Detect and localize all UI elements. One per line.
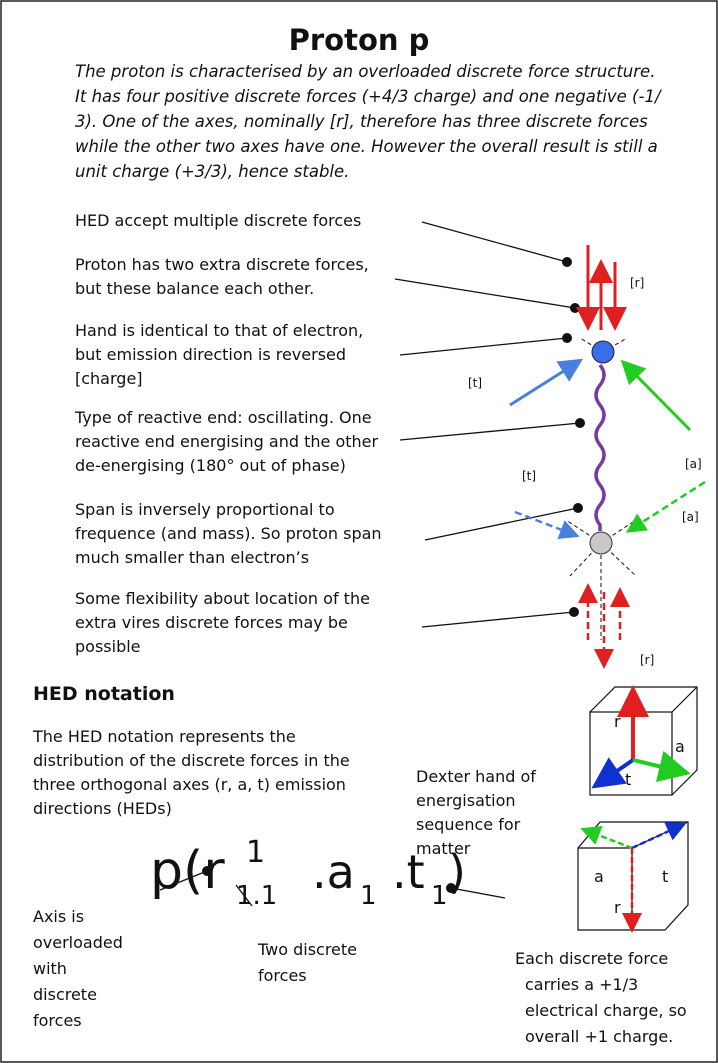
formula-part: 1.1	[236, 881, 277, 911]
intro-line: The proton is characterised by an overlo…	[75, 62, 655, 81]
annotation-line: HED accept multiple discrete forces	[75, 211, 361, 230]
formula-part: 1	[360, 881, 377, 911]
intro-line: unit charge (+3/3), hence stable.	[75, 162, 349, 181]
annotation-line: de-energising (180° out of phase)	[75, 456, 346, 475]
annotation-line: Span is inversely proportional to	[75, 500, 335, 519]
annotation-line: extra vires discrete forces may be	[75, 613, 348, 632]
axis-label: [a]	[682, 510, 699, 524]
formula-part: .a	[312, 845, 355, 899]
note-line: forces	[258, 966, 307, 985]
cube-label: a	[594, 867, 604, 886]
cube-label: t	[662, 867, 668, 886]
annotation-line: but emission direction is reversed	[75, 345, 346, 364]
note-line: overloaded	[33, 933, 123, 952]
cube-label: r	[614, 898, 621, 917]
axis-label: [r]	[640, 653, 654, 667]
annotation-line: but these balance each other.	[75, 279, 314, 298]
cubes	[577, 685, 698, 933]
dexter-line: matter	[416, 839, 471, 858]
section-heading: HED notation	[33, 683, 175, 705]
formula-part: p(r	[150, 841, 225, 901]
notation-line: three orthogonal axes (r, a, t) emission	[33, 775, 346, 794]
title: Proton p	[289, 23, 430, 57]
axis-label: [a]	[685, 457, 702, 471]
note-line: with	[33, 959, 67, 978]
dexter-line: Dexter hand of	[416, 767, 536, 786]
notation-line: The HED notation represents the	[32, 727, 296, 746]
axis-label: [r]	[630, 276, 644, 290]
notation-line: directions (HEDs)	[33, 799, 172, 818]
formula-part: 1	[246, 835, 265, 870]
note-line: Axis is	[33, 907, 84, 926]
annotation-line: reactive end energising and the other	[75, 432, 378, 451]
formula-part: )	[448, 845, 466, 899]
intro-line: 3). One of the axes, nominally [r], ther…	[75, 112, 648, 131]
annotation-line: [charge]	[75, 369, 143, 388]
cube-label: t	[625, 770, 631, 789]
hed-diagram	[509, 245, 706, 669]
cube-label: a	[675, 737, 685, 756]
note-line: electrical charge, so	[525, 1001, 687, 1020]
annotation-line: possible	[75, 637, 141, 656]
annotation-line: much smaller than electron’s	[75, 548, 309, 567]
note-line: carries a +1/3	[525, 975, 638, 994]
dexter-line: sequence for	[416, 815, 521, 834]
annotation-line: Hand is identical to that of electron,	[75, 321, 363, 340]
formula-part: 1	[431, 881, 448, 911]
note-line: Each discrete force	[515, 949, 668, 968]
note-line: forces	[33, 1011, 82, 1030]
dexter-line: energisation	[416, 791, 516, 810]
annotation-line: frequence (and mass). So proton span	[75, 524, 382, 543]
axis-label: [t]	[522, 469, 536, 483]
intro-line: It has four positive discrete forces (+4…	[75, 87, 663, 106]
annotation-line: Some flexibility about location of the	[75, 589, 370, 608]
cube-label: r	[614, 712, 621, 731]
annotation-line: Proton has two extra discrete forces,	[75, 255, 369, 274]
annotation-line: Type of reactive end: oscillating. One	[74, 408, 372, 427]
note-line: Two discrete	[257, 940, 357, 959]
notation-line: distribution of the discrete forces in t…	[33, 751, 350, 770]
note-line: discrete	[33, 985, 97, 1004]
note-line: overall +1 charge.	[525, 1027, 673, 1046]
axis-label: [t]	[468, 376, 482, 390]
formula-part: .t	[392, 845, 425, 899]
pointer-lines	[159, 221, 581, 907]
intro-line: while the other two axes have one. Howev…	[75, 137, 658, 156]
